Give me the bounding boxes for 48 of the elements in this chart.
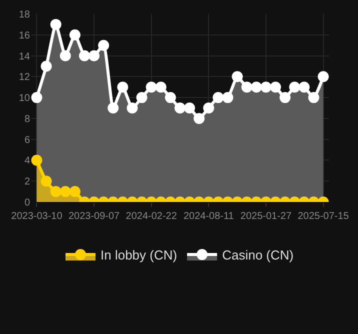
point: [298, 82, 310, 93]
point: [184, 102, 196, 114]
x-tick-label: 2023-03-10: [11, 211, 63, 222]
legend-label: Casino (CN): [222, 248, 294, 263]
x-tick-label: 2023-09-07: [68, 211, 120, 222]
point: [40, 60, 52, 72]
point: [98, 40, 110, 51]
y-tick-label: 12: [18, 72, 30, 84]
point: [78, 50, 90, 62]
x-tick-label: 2024-02-22: [126, 211, 178, 222]
point: [155, 82, 166, 93]
x-tick-label: 2025-01-27: [240, 211, 292, 222]
point: [31, 92, 42, 104]
y-tick-label: 10: [18, 93, 30, 104]
point: [212, 92, 224, 104]
point: [194, 112, 205, 124]
point: [117, 82, 128, 93]
y-tick-label: 2: [24, 176, 30, 188]
point: [88, 50, 100, 62]
point: [318, 71, 329, 82]
point: [126, 102, 138, 114]
y-tick-label: 8: [24, 114, 30, 125]
y-tick-label: 14: [18, 51, 30, 62]
point: [280, 92, 291, 104]
point: [222, 92, 234, 104]
point: [203, 102, 214, 114]
point: [108, 102, 119, 114]
point: [250, 82, 262, 93]
point: [308, 92, 320, 104]
point: [146, 82, 157, 93]
point: [164, 92, 176, 104]
y-tick-label: 6: [24, 134, 30, 146]
y-tick-label: 0: [24, 198, 30, 208]
point: [270, 82, 282, 93]
point: [260, 82, 272, 93]
point: [60, 50, 71, 62]
x-tick-label: 2024-08-11: [183, 211, 234, 222]
legend-label: In lobby (CN): [100, 248, 178, 263]
point: [232, 71, 243, 82]
y-tick-label: 4: [24, 156, 30, 167]
point: [136, 92, 148, 104]
y-tick-label: 18: [18, 10, 30, 20]
y-tick-label: 16: [18, 30, 30, 42]
point: [289, 82, 300, 93]
point: [174, 102, 186, 114]
x-tick-label: 2025-07-15: [298, 211, 350, 222]
point: [69, 29, 80, 40]
point: [241, 82, 252, 93]
